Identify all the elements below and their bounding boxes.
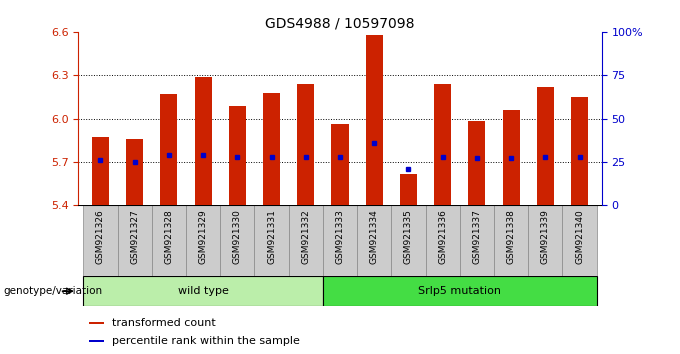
Bar [263, 92, 280, 205]
Bar [434, 84, 452, 205]
Text: GSM921326: GSM921326 [96, 209, 105, 264]
Text: transformed count: transformed count [112, 318, 216, 328]
Text: GSM921327: GSM921327 [130, 209, 139, 264]
Bar [528, 205, 562, 276]
Bar [152, 205, 186, 276]
Bar [503, 110, 520, 205]
Bar [323, 205, 357, 276]
Bar [571, 97, 588, 205]
Bar [426, 205, 460, 276]
Text: GSM921331: GSM921331 [267, 209, 276, 264]
Text: GSM921330: GSM921330 [233, 209, 242, 264]
Text: GSM921340: GSM921340 [575, 209, 584, 264]
Text: GSM921329: GSM921329 [199, 209, 207, 264]
Bar [366, 35, 383, 205]
Bar [494, 205, 528, 276]
Bar [84, 205, 118, 276]
Bar [92, 137, 109, 205]
Bar [289, 205, 323, 276]
Bar [220, 205, 254, 276]
Bar [88, 340, 105, 342]
Bar [562, 205, 596, 276]
Bar [469, 121, 486, 205]
Bar [118, 205, 152, 276]
Bar [254, 205, 289, 276]
Text: GSM921339: GSM921339 [541, 209, 550, 264]
Text: GSM921332: GSM921332 [301, 209, 310, 264]
Bar [460, 205, 494, 276]
Bar [537, 87, 554, 205]
Text: wild type: wild type [177, 286, 228, 296]
Text: genotype/variation: genotype/variation [3, 286, 103, 296]
Bar [391, 205, 426, 276]
Bar [160, 94, 177, 205]
Text: GSM921337: GSM921337 [473, 209, 481, 264]
Text: GSM921336: GSM921336 [438, 209, 447, 264]
Bar [323, 276, 596, 306]
Bar [84, 276, 323, 306]
Text: GSM921338: GSM921338 [507, 209, 515, 264]
Bar [126, 139, 143, 205]
Bar [400, 173, 417, 205]
Bar [228, 105, 246, 205]
Title: GDS4988 / 10597098: GDS4988 / 10597098 [265, 17, 415, 31]
Bar [331, 124, 349, 205]
Bar [186, 205, 220, 276]
Bar [88, 322, 105, 324]
Bar [357, 205, 391, 276]
Text: GSM921334: GSM921334 [370, 209, 379, 264]
Bar [297, 84, 314, 205]
Text: GSM921335: GSM921335 [404, 209, 413, 264]
Text: GSM921333: GSM921333 [335, 209, 345, 264]
Text: Srlp5 mutation: Srlp5 mutation [418, 286, 501, 296]
Bar [194, 77, 211, 205]
Text: GSM921328: GSM921328 [165, 209, 173, 264]
Text: percentile rank within the sample: percentile rank within the sample [112, 336, 300, 346]
